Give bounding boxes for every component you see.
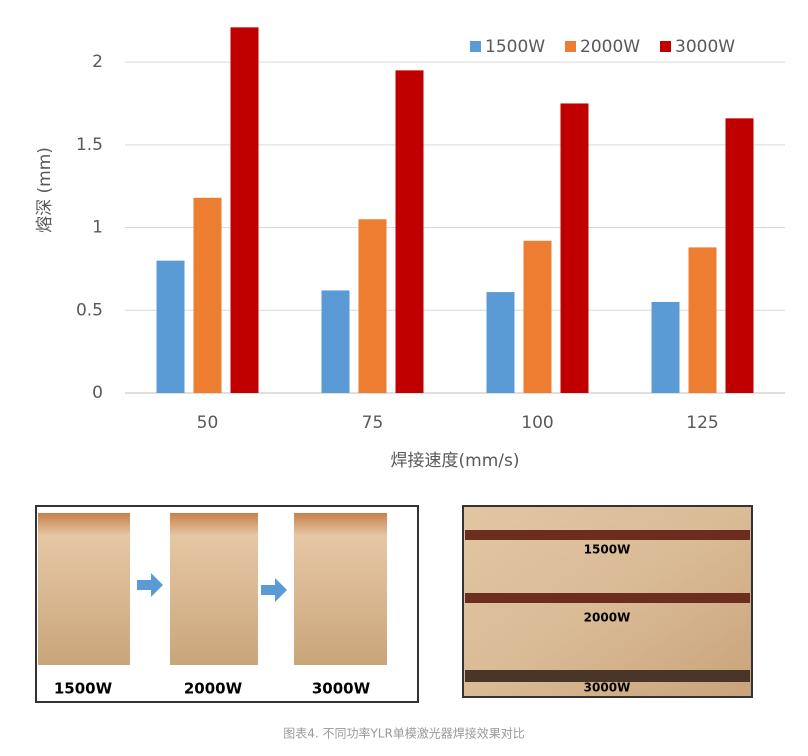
- photo-label: 1500W: [54, 680, 113, 698]
- bar: [688, 247, 717, 393]
- cross-section-panel: 1500W 2000W 3000W: [35, 505, 419, 703]
- x-tick-label: 125: [686, 413, 718, 433]
- y-axis-label: 熔深 (mm): [35, 147, 55, 233]
- legend-swatch: [565, 41, 576, 52]
- bar: [486, 292, 515, 393]
- bar: [725, 118, 754, 393]
- bar: [651, 302, 680, 393]
- legend-label: 3000W: [675, 37, 735, 57]
- arrow: [137, 573, 163, 597]
- photo-label: 2000W: [184, 680, 243, 698]
- x-tick-label: 75: [362, 413, 384, 433]
- photo-label: 3000W: [312, 680, 371, 698]
- surface-panel: 1500W 2000W 3000W: [462, 505, 753, 698]
- legend-swatch: [660, 41, 671, 52]
- legend-swatch: [470, 41, 481, 52]
- bar: [230, 27, 259, 393]
- y-tick-label: 0: [92, 383, 103, 403]
- x-axis-label: 焊接速度(mm/s): [391, 451, 520, 471]
- bar: [193, 197, 222, 393]
- bar: [395, 70, 424, 393]
- photo-label: 2000W: [584, 611, 631, 625]
- bar: [358, 219, 387, 393]
- x-tick-label: 50: [197, 413, 219, 433]
- y-tick-label: 1: [92, 218, 103, 238]
- photo: [294, 513, 387, 665]
- photo-label: 1500W: [584, 543, 631, 557]
- photo: [38, 513, 130, 665]
- legend-label: 2000W: [580, 37, 640, 57]
- weld-seam: [465, 530, 750, 540]
- legend-label: 1500W: [485, 37, 545, 57]
- photo-label: 3000W: [584, 681, 631, 695]
- bar: [560, 103, 589, 394]
- y-tick-label: 2: [92, 52, 103, 72]
- photo: [170, 513, 258, 665]
- y-tick-label: 0.5: [76, 300, 103, 320]
- bar: [321, 290, 350, 393]
- arrow: [261, 578, 287, 602]
- caption: 图表4. 不同功率YLR单模激光器焊接效果对比: [283, 726, 525, 741]
- y-tick-label: 1.5: [76, 135, 103, 155]
- chart: 0 0.5 1 1.5 2 熔深 (mm) 焊接速度(mm/s) 50 75 100 125 1500…: [35, 27, 785, 471]
- weld-seam: [465, 670, 750, 682]
- bar: [156, 260, 185, 393]
- weld-seam: [465, 593, 750, 603]
- bar: [523, 240, 552, 393]
- x-tick-label: 100: [521, 413, 553, 433]
